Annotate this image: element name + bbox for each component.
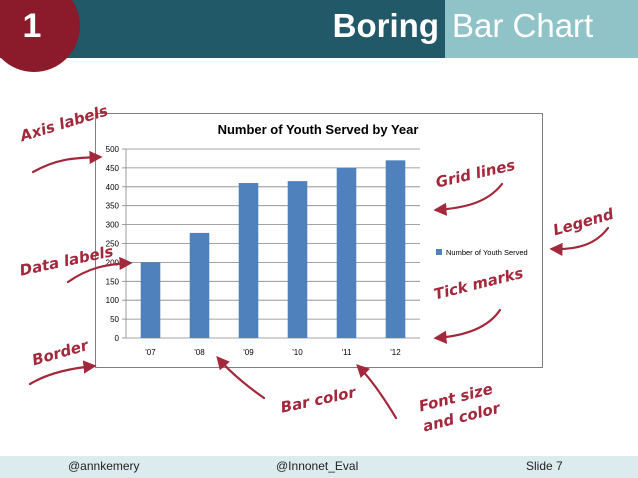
x-tick-label: '11 — [342, 348, 352, 357]
footer-bar — [0, 456, 638, 478]
legend-label: Number of Youth Served — [446, 248, 528, 257]
x-tick-label: '08 — [194, 348, 205, 357]
chart-title: Number of Youth Served by Year — [218, 122, 419, 137]
y-tick-label: 100 — [106, 296, 120, 305]
y-tick-label: 50 — [110, 315, 119, 324]
bar — [287, 181, 308, 338]
arrow-grid-lines — [433, 182, 504, 216]
bar — [140, 262, 161, 338]
y-tick-label: 200 — [106, 258, 120, 267]
y-tick-label: 450 — [106, 164, 120, 173]
x-tick-label: '10 — [292, 348, 303, 357]
slide-title-boring: Boring — [332, 7, 439, 44]
y-tick-label: 300 — [106, 221, 120, 230]
x-tick-label: '07 — [145, 348, 156, 357]
arrow-data-labels — [66, 256, 133, 284]
y-tick-label: 500 — [106, 145, 120, 154]
y-tick-label: 350 — [106, 202, 120, 211]
slide-number: 1 — [22, 7, 42, 45]
footer-twitter-org: @Innonet_Eval — [276, 459, 359, 473]
chart-border — [95, 113, 543, 368]
arrow-bar-color — [216, 355, 266, 400]
y-tick-label: 250 — [106, 240, 120, 249]
footer-slide-number: Slide 7 — [526, 459, 563, 473]
arrow-axis-labels — [31, 150, 103, 174]
arrow-tick-marks — [433, 308, 502, 344]
slide-title-bar-chart: Bar Chart — [452, 7, 594, 44]
y-tick-label: 400 — [106, 183, 120, 192]
bar — [189, 232, 210, 338]
footer-twitter-author: @annkemery — [68, 459, 140, 473]
arrow-border — [28, 360, 97, 386]
y-tick-label: 150 — [106, 277, 120, 286]
bar — [385, 160, 406, 338]
title-accent-box — [445, 0, 638, 58]
bar — [336, 167, 357, 338]
x-tick-label: '09 — [243, 348, 254, 357]
y-tick-label: 0 — [115, 334, 120, 343]
arrow-legend — [549, 226, 610, 256]
x-tick-label: '12 — [390, 348, 401, 357]
arrow-font-size — [356, 364, 398, 420]
bar — [238, 183, 259, 338]
legend-swatch — [436, 249, 442, 255]
